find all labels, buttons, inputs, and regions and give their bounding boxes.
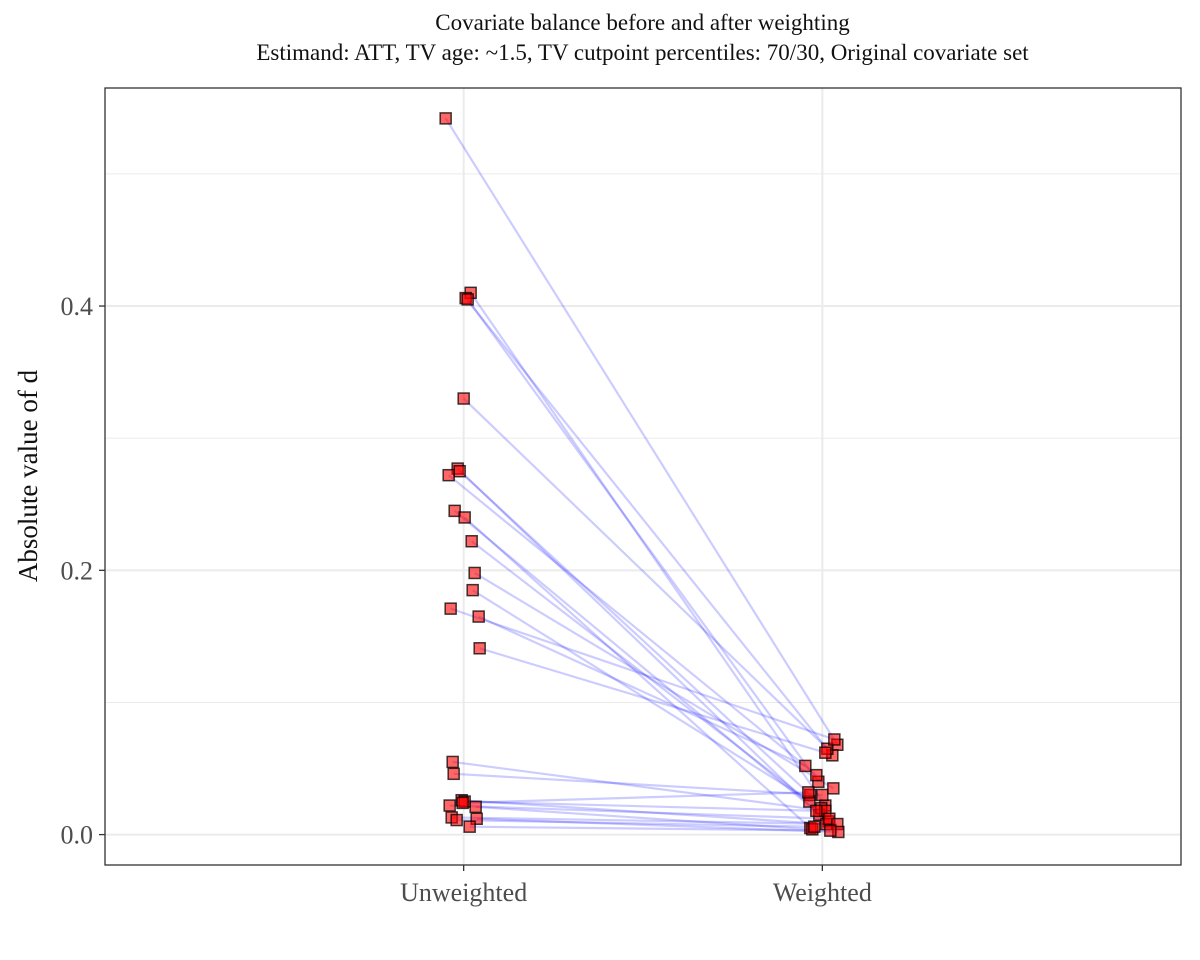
unweighted-point bbox=[453, 464, 466, 478]
weighted-point bbox=[827, 782, 840, 795]
unweighted-point bbox=[470, 812, 483, 825]
connector-line bbox=[463, 516, 812, 829]
connector-line bbox=[474, 572, 834, 790]
connector-line bbox=[464, 297, 834, 757]
unweighted-point bbox=[465, 535, 478, 548]
unweighted-point bbox=[442, 468, 455, 482]
unweighted-point bbox=[447, 767, 460, 781]
connector-line bbox=[453, 772, 823, 797]
unweighted-point bbox=[448, 504, 461, 518]
unweighted-point bbox=[463, 820, 476, 833]
chart-subtitle: Estimand: ATT, TV age: ~1.5, TV cutpoint… bbox=[256, 40, 1029, 65]
connector-line bbox=[461, 799, 827, 826]
y-tick-label: 0.2 bbox=[61, 556, 94, 585]
unweighted-point bbox=[458, 511, 471, 524]
unweighted-point bbox=[450, 813, 463, 827]
connector-line bbox=[449, 804, 830, 820]
unweighted-point bbox=[472, 610, 485, 623]
connector-line bbox=[447, 474, 818, 776]
x-tick-label: Weighted bbox=[773, 878, 872, 907]
unweighted-point bbox=[469, 800, 482, 814]
connector-line bbox=[466, 298, 820, 783]
connector-line bbox=[453, 510, 830, 823]
weighted-point bbox=[810, 804, 823, 818]
weighted-point bbox=[824, 824, 837, 837]
x-tick-label: Unweighted bbox=[400, 878, 527, 907]
y-axis: 0.0 0.2 0.4 bbox=[61, 292, 105, 850]
connector-line bbox=[478, 615, 806, 767]
connector-line bbox=[469, 292, 827, 807]
weighted-point bbox=[799, 759, 812, 773]
connector-line bbox=[470, 540, 811, 803]
connector-line bbox=[472, 589, 822, 810]
unweighted-point bbox=[443, 799, 456, 812]
y-tick-label: 0.4 bbox=[61, 292, 94, 321]
connector-line bbox=[458, 470, 812, 796]
weighted-point bbox=[810, 768, 823, 782]
connector-lines bbox=[444, 117, 839, 834]
y-tick-label: 0.0 bbox=[61, 821, 94, 850]
data-points bbox=[439, 112, 845, 839]
unweighted-point bbox=[457, 392, 470, 405]
connector-line bbox=[444, 117, 839, 746]
unweighted-point bbox=[466, 583, 479, 597]
connector-line bbox=[462, 791, 809, 804]
connector-line bbox=[476, 817, 839, 834]
connector-line bbox=[464, 800, 817, 812]
unweighted-point bbox=[461, 293, 474, 306]
chart-title: Covariate balance before and after weigh… bbox=[435, 10, 850, 35]
weighted-point bbox=[816, 788, 829, 802]
grid-lines bbox=[105, 88, 1181, 865]
panel-border bbox=[104, 87, 1182, 866]
connector-line bbox=[451, 816, 838, 826]
unweighted-point bbox=[473, 642, 486, 655]
connector-line bbox=[456, 467, 821, 816]
connector-line bbox=[450, 607, 835, 741]
weighted-point bbox=[819, 746, 832, 759]
connector-line bbox=[452, 760, 826, 812]
x-axis: Unweighted Weighted bbox=[400, 865, 872, 907]
weighted-point bbox=[828, 733, 841, 746]
connector-line bbox=[469, 825, 831, 832]
connector-line bbox=[462, 397, 829, 750]
unweighted-point bbox=[444, 602, 457, 615]
unweighted-point bbox=[468, 566, 481, 580]
weighted-point bbox=[808, 820, 821, 833]
connector-line bbox=[479, 647, 826, 754]
title-block: Covariate balance before and after weigh… bbox=[0, 8, 1200, 68]
unweighted-point bbox=[456, 796, 469, 810]
unweighted-point bbox=[446, 755, 459, 769]
y-axis-title: Absolute value of d bbox=[13, 369, 43, 582]
connector-line bbox=[456, 818, 815, 828]
unweighted-point bbox=[439, 112, 452, 125]
connector-line bbox=[475, 805, 813, 831]
weighted-point bbox=[802, 786, 815, 799]
